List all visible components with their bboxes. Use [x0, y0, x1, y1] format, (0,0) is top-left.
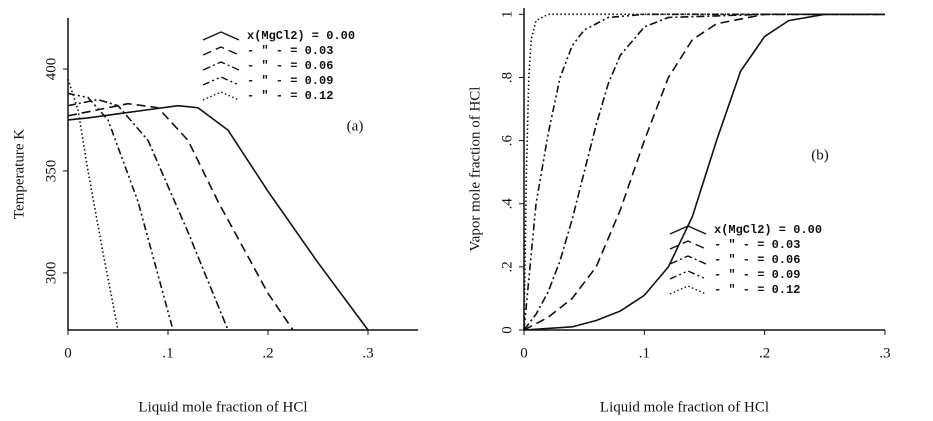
legend-swatch: [669, 285, 707, 295]
data-line: [523, 13, 885, 331]
y-tick-label: 300: [43, 262, 59, 285]
x-tick-label: 0: [520, 345, 528, 361]
y-tick-label: .4: [499, 198, 515, 210]
legend-label: - " - = 0.09: [247, 74, 333, 88]
x-tick-label: .1: [639, 345, 650, 361]
data-line: [523, 13, 885, 331]
x-axis-label: Liquid mole fraction of HCl: [138, 399, 307, 415]
y-tick-label: .2: [499, 261, 515, 272]
legend-label: x(MgCl2) = 0.00: [714, 223, 822, 237]
data-line: [67, 104, 369, 331]
annotation: (b): [811, 148, 829, 164]
legend-swatch: [202, 91, 240, 101]
legend-swatch: [202, 46, 240, 56]
y-tick-label: .6: [499, 134, 515, 146]
y-axis-label: Vapor mole fraction of HCl: [467, 87, 483, 252]
data-line: [67, 102, 294, 331]
legend-swatch: [202, 76, 240, 86]
y-tick-label: 1: [499, 11, 515, 18]
data-line: [523, 13, 885, 331]
legend-label: - " - = 0.03: [247, 44, 333, 58]
legend-label: - " - = 0.12: [247, 89, 333, 103]
legend-swatch: [669, 255, 707, 265]
legend-label: - " - = 0.12: [714, 283, 800, 297]
legend-label: - " - = 0.06: [714, 253, 800, 267]
y-tick-label: 350: [43, 160, 59, 183]
legend-swatch: [669, 270, 707, 280]
legend-swatch: [669, 225, 707, 235]
y-tick-label: 400: [43, 58, 59, 81]
annotation: (a): [347, 119, 364, 135]
y-axis-label: Temperature K: [11, 129, 27, 219]
legend-swatch: [202, 61, 240, 71]
data-line: [67, 78, 119, 331]
data-line: [67, 98, 229, 331]
legend-label: - " - = 0.06: [247, 59, 333, 73]
x-tick-label: .3: [879, 345, 890, 361]
x-tick-label: .2: [759, 345, 770, 361]
legend-swatch: [669, 240, 707, 250]
legend-label: x(MgCl2) = 0.00: [247, 29, 355, 43]
legend-label: - " - = 0.03: [714, 238, 800, 252]
data-line: [523, 13, 885, 331]
y-tick-label: .8: [499, 72, 515, 83]
x-tick-label: .2: [262, 345, 273, 361]
legend-swatch: [202, 31, 240, 41]
legend-label: - " - = 0.09: [714, 268, 800, 282]
x-axis-label: Liquid mole fraction of HCl: [600, 399, 769, 415]
x-tick-label: .1: [162, 345, 173, 361]
data-line: [67, 92, 174, 331]
data-line: [523, 13, 885, 331]
y-tick-label: 0: [499, 326, 515, 334]
x-tick-label: 0: [64, 345, 72, 361]
x-tick-label: .3: [362, 345, 373, 361]
